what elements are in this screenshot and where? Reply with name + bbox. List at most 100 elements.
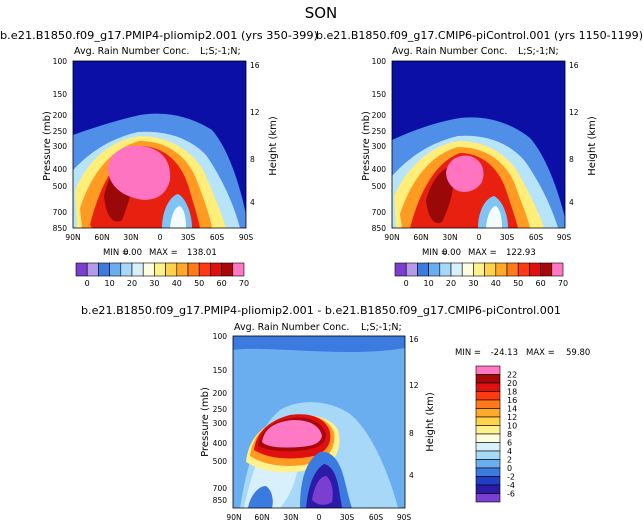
colorbar-swatch [475, 416, 501, 426]
page-title: SON [305, 4, 338, 22]
panel-1-x-tick: 0 [158, 233, 163, 242]
colorbar-swatch [475, 399, 501, 409]
panel-2-plot [392, 61, 565, 228]
panel-1-max-value: 138.01 [187, 248, 217, 258]
panel-1-title: b.e21.B1850.f09_g17.PMIP4-pliomip2.001 (… [0, 30, 318, 42]
panel-2-subtitle-left: Avg. Rain Number Conc. [392, 46, 507, 57]
panel-3-y-tick-right: 8 [409, 429, 414, 438]
panel-1-contour-centerwhite [170, 206, 186, 228]
colorbar-swatch [475, 450, 501, 460]
colorbar-swatch [475, 382, 501, 392]
panel-3-y-tick: 400 [213, 439, 228, 448]
panel-1-y-tick: 100 [53, 57, 68, 66]
panel-1-y-tick: 500 [53, 182, 68, 191]
panel-2-colorbar: 0 10 20 30 40 50 60 70 [394, 262, 568, 288]
colorbar-swatch [210, 262, 222, 277]
panel-3-y-tick: 150 [213, 366, 228, 375]
colorbar-swatch [120, 262, 133, 277]
panel-2-frame [391, 60, 566, 229]
panel-1: b.e21.B1850.f09_g17.PMIP4-pliomip2.001 (… [0, 30, 318, 288]
colorbar-swatch [475, 408, 501, 418]
panel-1-y-tick: 850 [53, 224, 68, 233]
panel-2-min-label: MIN = [422, 248, 448, 258]
colorbar-label: 60 [536, 279, 546, 288]
colorbar-swatch [517, 262, 530, 277]
panel-3-x-tick: 30S [340, 513, 355, 522]
colorbar-swatch [142, 262, 155, 277]
panel-2-y-tick: 850 [372, 224, 387, 233]
panel-1-contour-pink [108, 145, 171, 200]
panel-1-subtitle-left: Avg. Rain Number Conc. [74, 46, 189, 57]
colorbar-swatch [551, 262, 564, 277]
panel-2-minmax: MIN = 0.00 MAX = 122.93 [422, 248, 536, 258]
colorbar-swatch [475, 433, 501, 443]
panel-1-y-ticks-right: 16 12 8 4 [250, 61, 260, 207]
panel-3-x-tick: 90N [226, 513, 241, 522]
panel-3-plot [233, 336, 405, 508]
colorbar-swatch [475, 425, 501, 435]
panel-2-y-tick: 200 [372, 111, 387, 120]
colorbar-swatch [98, 262, 110, 277]
colorbar-label: 20 [446, 279, 456, 288]
panel-3-y-tick: 250 [213, 405, 228, 414]
colorbar-swatch [221, 262, 234, 277]
panel-1-y-tick-right: 12 [250, 108, 260, 117]
panel-2-x-tick: 90S [557, 233, 572, 242]
panel-1-x-tick: 60S [210, 233, 225, 242]
colorbar-swatch [176, 262, 189, 277]
panel-1-y-ticks: 100 150 200 250 300 400 500 700 850 [53, 57, 68, 233]
colorbar-swatch [529, 262, 541, 277]
colorbar-swatch [473, 262, 485, 277]
panel-3-zero-band-upper [233, 336, 405, 352]
colorbar-swatch [428, 262, 441, 277]
colorbar-label: 0 [85, 279, 90, 288]
colorbar-swatch [86, 262, 99, 277]
panel-2-y-tick-right: 12 [569, 108, 579, 117]
panel-1-y-tick: 150 [53, 90, 68, 99]
colorbar-label: 20 [507, 379, 517, 388]
panel-2-y-tick-right: 4 [569, 198, 574, 207]
panel-3-y-tick-right: 16 [409, 335, 419, 344]
panel-3-y-tick: 100 [213, 332, 228, 341]
panel-3-title: b.e21.B1850.f09_g17.PMIP4-pliomip2.001 -… [81, 305, 561, 317]
panel-2-title: b.e21.B1850.f09_g17.CMIP6-piControl.001 … [316, 30, 643, 42]
panel-2-max-label: MAX = [468, 248, 497, 258]
panel-1-x-tick: 30S [181, 233, 196, 242]
colorbar-label: 40 [491, 279, 501, 288]
panel-2-x-tick: 60N [413, 233, 428, 242]
colorbar-swatch [475, 391, 501, 401]
panel-1-x-tick: 90N [65, 233, 80, 242]
colorbar-label: 8 [507, 430, 512, 439]
panel-2-x-tick: 30N [442, 233, 457, 242]
colorbar-swatch [187, 262, 200, 277]
panel-2-y-tick-right: 8 [569, 155, 574, 164]
panel-1-min-value: 0.00 [123, 248, 142, 258]
panel-3-y-tick-right: 12 [409, 381, 419, 390]
panel-1-min-label: MIN = [103, 248, 129, 258]
panel-3: b.e21.B1850.f09_g17.PMIP4-pliomip2.001 -… [81, 305, 590, 522]
colorbar-label: 30 [468, 279, 478, 288]
panel-3-frame [232, 335, 406, 509]
colorbar-label: 18 [507, 388, 517, 397]
panel-2-contour-pink [446, 155, 484, 192]
panel-3-subtitle-right: L;S;-1;N; [361, 322, 402, 333]
colorbar-label: 70 [558, 279, 568, 288]
colorbar-swatch [475, 374, 501, 384]
panel-1-y-tick: 250 [53, 127, 68, 136]
colorbar-label: 6 [507, 439, 512, 448]
panel-1-max-label: MAX = [149, 248, 178, 258]
panel-2-min-value: 0.00 [442, 248, 461, 258]
panel-1-y-tick: 700 [53, 208, 68, 217]
panel-3-pink-core [262, 420, 322, 448]
colorbar-swatch [475, 365, 501, 375]
colorbar-swatch [450, 262, 463, 277]
colorbar-label: 4 [507, 447, 512, 456]
panel-3-y-tick-right: 4 [409, 471, 414, 480]
colorbar-label: 30 [149, 279, 159, 288]
colorbar-swatch [165, 262, 178, 277]
panel-3-y-ticks-right: 16 12 8 4 [409, 335, 419, 480]
panel-2-y-ticks: 100 150 200 250 300 400 500 700 850 [372, 57, 387, 233]
panel-2-y-tick: 700 [372, 208, 387, 217]
colorbar-label: 70 [239, 279, 249, 288]
